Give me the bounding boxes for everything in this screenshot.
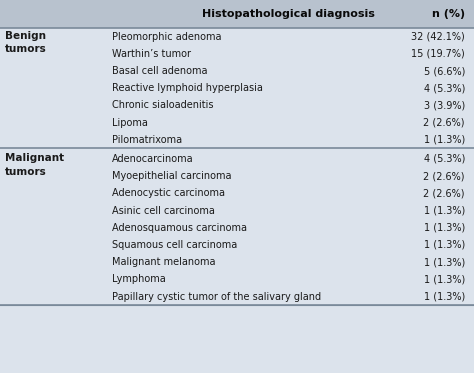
Text: 2 (2.6%): 2 (2.6%) xyxy=(423,171,465,181)
Text: 2 (2.6%): 2 (2.6%) xyxy=(423,188,465,198)
Text: Basal cell adenoma: Basal cell adenoma xyxy=(112,66,208,76)
Text: 2 (2.6%): 2 (2.6%) xyxy=(423,117,465,128)
Text: 5 (6.6%): 5 (6.6%) xyxy=(424,66,465,76)
Text: 4 (5.3%): 4 (5.3%) xyxy=(424,83,465,93)
Text: Lipoma: Lipoma xyxy=(112,117,148,128)
Bar xyxy=(0,0,474,28)
Text: Papillary cystic tumor of the salivary gland: Papillary cystic tumor of the salivary g… xyxy=(112,292,321,302)
Text: Adenocystic carcinoma: Adenocystic carcinoma xyxy=(112,188,225,198)
Text: 1 (1.3%): 1 (1.3%) xyxy=(424,206,465,216)
Text: Warthin’s tumor: Warthin’s tumor xyxy=(112,49,191,59)
Text: Squamous cell carcinoma: Squamous cell carcinoma xyxy=(112,240,237,250)
Text: Pilomatrixoma: Pilomatrixoma xyxy=(112,135,182,145)
Text: Myoepithelial carcinoma: Myoepithelial carcinoma xyxy=(112,171,231,181)
Text: 1 (1.3%): 1 (1.3%) xyxy=(424,292,465,302)
Text: n (%): n (%) xyxy=(432,9,465,19)
Text: 1 (1.3%): 1 (1.3%) xyxy=(424,257,465,267)
Text: Asinic cell carcinoma: Asinic cell carcinoma xyxy=(112,206,215,216)
Text: 3 (3.9%): 3 (3.9%) xyxy=(424,100,465,110)
Text: 1 (1.3%): 1 (1.3%) xyxy=(424,275,465,284)
Text: 1 (1.3%): 1 (1.3%) xyxy=(424,223,465,233)
Text: 1 (1.3%): 1 (1.3%) xyxy=(424,240,465,250)
Text: Adenocarcinoma: Adenocarcinoma xyxy=(112,154,193,164)
Text: 1 (1.3%): 1 (1.3%) xyxy=(424,135,465,145)
Text: Histopathological diagnosis: Histopathological diagnosis xyxy=(202,9,375,19)
Text: 15 (19.7%): 15 (19.7%) xyxy=(411,49,465,59)
Text: Reactive lymphoid hyperplasia: Reactive lymphoid hyperplasia xyxy=(112,83,263,93)
Text: Benign
tumors: Benign tumors xyxy=(5,31,47,54)
Text: 4 (5.3%): 4 (5.3%) xyxy=(424,154,465,164)
Text: Chronic sialoadenitis: Chronic sialoadenitis xyxy=(112,100,213,110)
Text: Adenosquamous carcinoma: Adenosquamous carcinoma xyxy=(112,223,247,233)
Text: Malignant melanoma: Malignant melanoma xyxy=(112,257,216,267)
Text: Lymphoma: Lymphoma xyxy=(112,275,166,284)
Text: Malignant
tumors: Malignant tumors xyxy=(5,153,64,176)
Text: 32 (42.1%): 32 (42.1%) xyxy=(411,32,465,42)
Text: Pleomorphic adenoma: Pleomorphic adenoma xyxy=(112,32,221,42)
